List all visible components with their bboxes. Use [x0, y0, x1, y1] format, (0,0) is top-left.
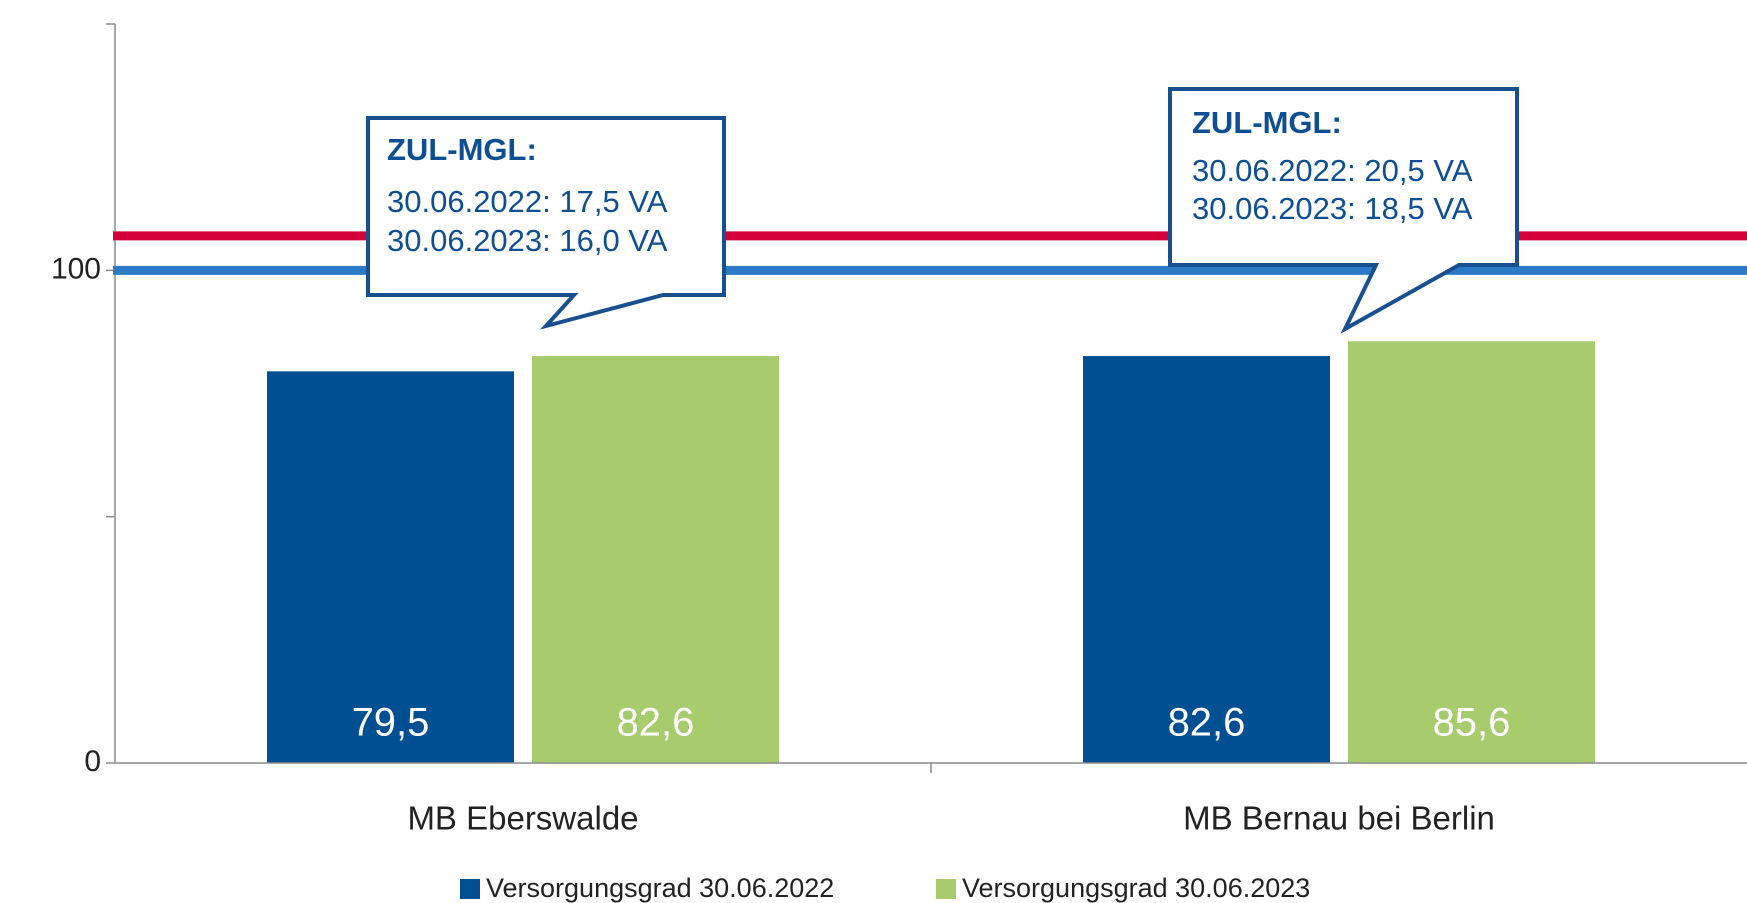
- callout-line: 30.06.2022: 20,5 VA: [1192, 153, 1473, 188]
- callout-box: [1168, 87, 1519, 334]
- x-tick-label: MB Bernau bei Berlin: [1183, 800, 1495, 837]
- bar: [1348, 341, 1595, 763]
- callout-title: ZUL-MGL:: [1192, 105, 1342, 140]
- callout-line: 30.06.2022: 17,5 VA: [387, 184, 668, 219]
- value-label: 82,6: [617, 701, 695, 745]
- legend-swatch: [460, 879, 480, 899]
- y-tick-label: 0: [84, 745, 101, 778]
- bar: [1083, 356, 1330, 763]
- callout-box: [366, 116, 726, 330]
- callout-line: 30.06.2023: 18,5 VA: [1192, 191, 1473, 226]
- callout-title: ZUL-MGL:: [387, 132, 537, 167]
- x-tick-label: MB Eberswalde: [407, 800, 638, 837]
- legend-label: Versorgungsgrad 30.06.2023: [962, 873, 1310, 903]
- callouts: ZUL-MGL: 30.06.2022: 17,5 VA 30.06.2023:…: [366, 87, 1519, 334]
- bar: [267, 371, 514, 763]
- legend-label: Versorgungsgrad 30.06.2022: [486, 873, 834, 903]
- value-label: 79,5: [352, 701, 430, 745]
- bar: [532, 356, 779, 763]
- y-tick-label: 100: [51, 252, 101, 285]
- value-label: 82,6: [1168, 701, 1246, 745]
- callout-line: 30.06.2023: 16,0 VA: [387, 223, 668, 258]
- legend-swatch: [936, 879, 956, 899]
- value-label: 85,6: [1433, 701, 1511, 745]
